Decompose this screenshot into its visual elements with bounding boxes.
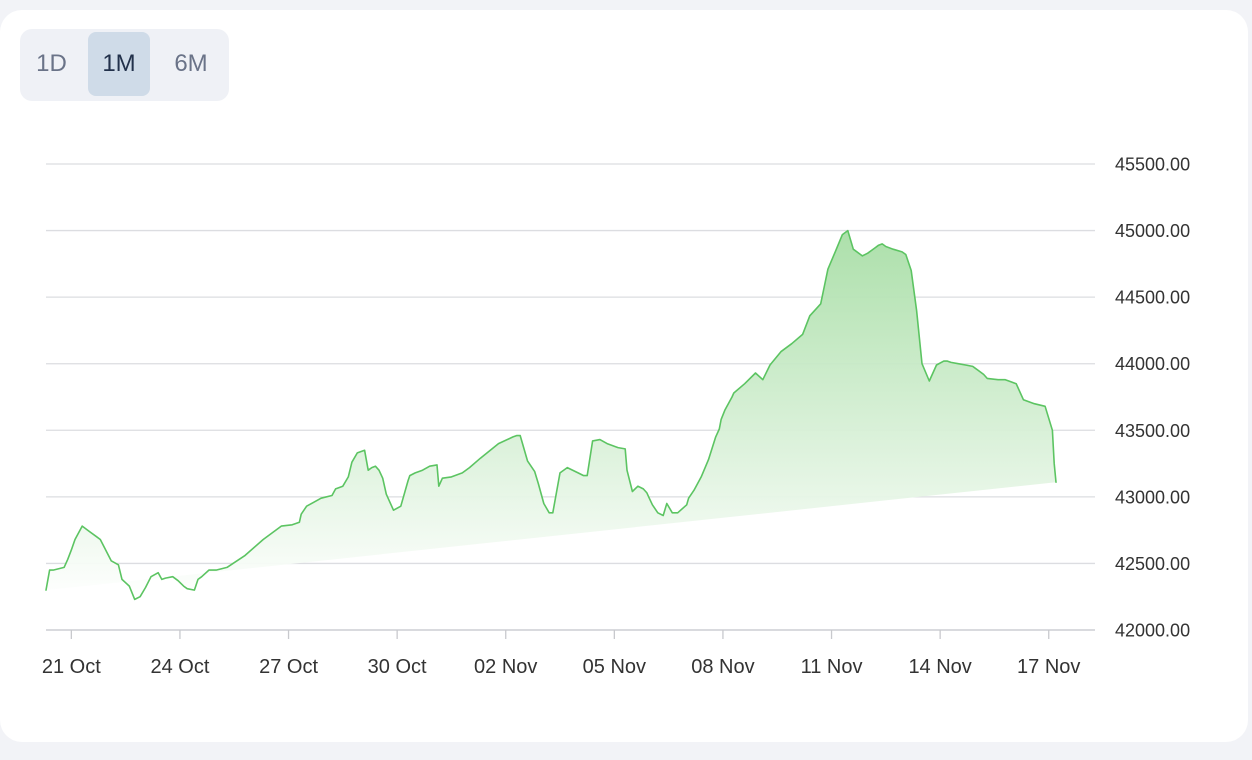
tab-6m[interactable]: 6M: [174, 50, 208, 77]
y-tick-label: 42500.00: [1115, 554, 1190, 574]
y-tick-label: 43000.00: [1115, 487, 1190, 507]
area-fill-layer: [46, 230, 1056, 600]
time-range-selector: 1D 1M 6M: [20, 29, 229, 101]
y-tick-label: 45500.00: [1115, 155, 1190, 175]
x-tick-label: 08 Nov: [691, 656, 754, 678]
x-tick-label: 11 Nov: [801, 656, 863, 678]
x-tick-label: 27 Oct: [259, 656, 318, 678]
x-tick-label: 02 Nov: [474, 656, 537, 678]
tab-1m[interactable]: 1M: [88, 32, 150, 96]
series-line-layer: [45, 229, 1057, 601]
x-tick-label: 24 Oct: [150, 656, 209, 678]
x-axis: 21 Oct 24 Oct 27 Oct 30 Oct 02 Nov 05 Nov 08 N…: [42, 629, 1095, 678]
y-tick-label: 45000.00: [1115, 221, 1190, 241]
y-axis-labels: 45500.00 45000.00 44500.00 44000.00 43500.00…: [1115, 155, 1190, 641]
series-line: [45, 229, 1057, 601]
y-tick-label: 42000.00: [1115, 621, 1190, 641]
y-tick-label: 43500.00: [1115, 421, 1190, 441]
chart-card: [0, 10, 1248, 742]
x-tick-label: 21 Oct: [42, 656, 101, 678]
x-tick-label: 05 Nov: [583, 656, 646, 678]
tab-1d[interactable]: 1D: [36, 50, 67, 77]
x-tick-label: 14 Nov: [908, 656, 971, 678]
series-area: [46, 230, 1056, 600]
x-tick-label: 30 Oct: [368, 656, 427, 678]
x-tick-label: 17 Nov: [1017, 656, 1080, 678]
y-tick-label: 44000.00: [1115, 354, 1190, 374]
y-tick-label: 44500.00: [1115, 288, 1190, 308]
